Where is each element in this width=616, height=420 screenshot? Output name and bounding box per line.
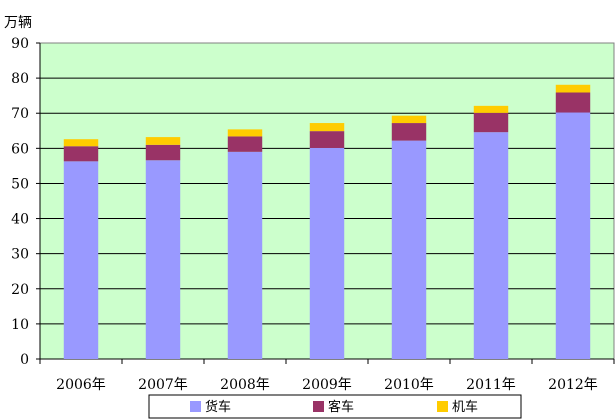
y-tick-label: 60 [11,141,29,157]
legend-label: 机车 [452,399,478,415]
bar-segment-客车 [555,92,591,113]
legend: 货车 客车 机车 [148,394,522,419]
x-tick-labels: 2006年 2007年 2008年 2009年 2010年 2011年 2012年 [56,377,598,393]
bar-segment-货车 [63,161,99,359]
y-tick-label: 70 [11,106,29,122]
legend-box [148,394,522,419]
y-tick-label: 90 [11,36,29,52]
bar-segment-机车 [145,137,181,145]
y-tick-label: 10 [11,317,29,333]
bar-segment-客车 [309,131,345,148]
y-tick-label: 30 [11,247,29,263]
bar-segment-货车 [309,147,345,359]
bar-segment-客车 [391,123,427,141]
legend-swatch [437,401,448,412]
y-tick-label: 0 [20,352,29,368]
x-tick-label: 2006年 [56,377,106,393]
x-tick-label: 2011年 [466,377,516,393]
x-tick-label: 2012年 [548,377,598,393]
bar-segment-客车 [63,146,99,162]
bar-segment-机车 [63,139,99,147]
x-tick-label: 2010年 [384,377,434,393]
bar-segment-机车 [391,115,427,124]
bar-segment-机车 [555,84,591,93]
bar-segment-机车 [473,105,509,113]
bar-segment-货车 [473,132,509,359]
y-tick-label: 40 [11,212,29,228]
y-tick-labels: 0 10 20 30 40 50 60 70 80 90 [11,36,29,368]
legend-swatch [313,401,324,412]
bar-segment-机车 [309,123,345,132]
y-tick-label: 20 [11,282,29,298]
bar-segment-客车 [227,136,263,152]
bar-segment-货车 [555,112,591,360]
bar-segment-客车 [473,112,509,133]
legend-label: 客车 [328,399,354,415]
x-tick-label: 2008年 [220,377,270,393]
legend-swatch [190,401,201,412]
bar-segment-客车 [145,144,181,161]
bar-segment-货车 [227,151,263,359]
x-tick-label: 2007年 [138,377,188,393]
bar-segment-货车 [145,160,181,359]
bars [63,84,591,360]
y-tick-label: 80 [11,71,29,87]
legend-label: 货车 [205,399,231,415]
y-tick-label: 50 [11,176,29,192]
x-tick-label: 2009年 [302,377,352,393]
y-unit-label: 万辆 [4,15,32,31]
bar-segment-货车 [391,140,427,359]
bar-segment-机车 [227,129,263,137]
